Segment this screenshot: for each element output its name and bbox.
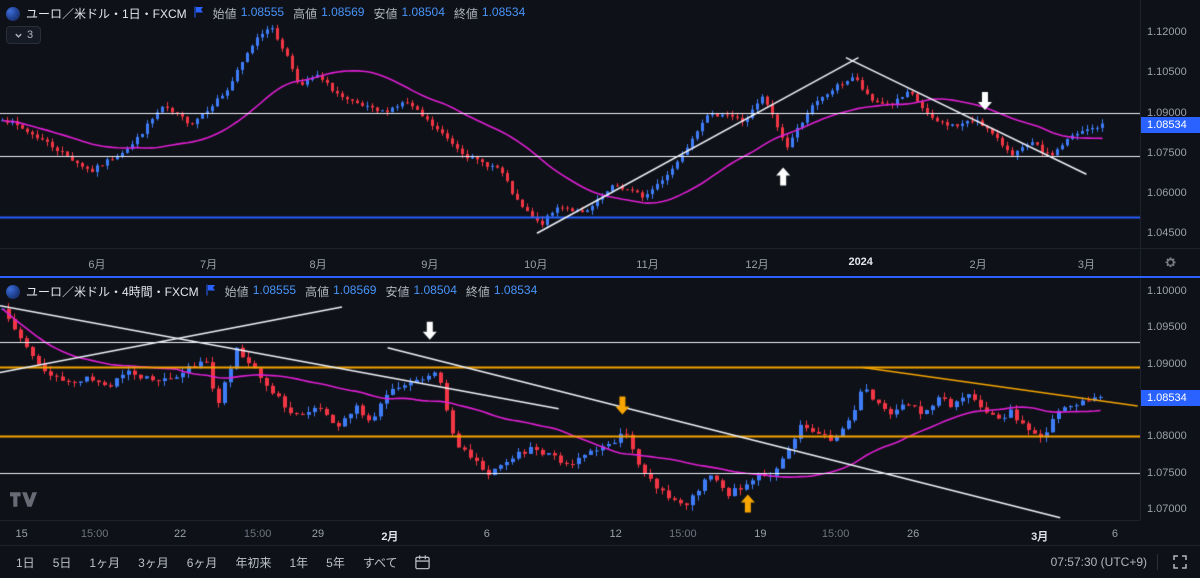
calendar-icon bbox=[414, 554, 430, 569]
last-price-tag: 1.08534 bbox=[1141, 117, 1200, 134]
close-label: 終値 bbox=[453, 7, 478, 21]
time-axis-label: 15:00 bbox=[821, 528, 850, 540]
daily-chart-pane: ユーロ／米ドル・1日・FXCM 始値 1.08555 高値 1.08569 安値 1.… bbox=[0, 0, 1200, 276]
high-label: 高値 bbox=[305, 285, 330, 299]
time-axis-label: 8月 bbox=[309, 259, 327, 271]
symbol-logo[interactable] bbox=[6, 6, 20, 21]
range-button[interactable]: 1日 bbox=[8, 550, 43, 575]
time-axis-label: 22 bbox=[173, 528, 187, 540]
daily-time-axis[interactable]: 6月 7月 8月 9月 10月 11月 12月 2024 2月 3月 bbox=[0, 248, 1140, 276]
pane-separator[interactable] bbox=[0, 276, 1200, 278]
price-axis-label: 1.09000 bbox=[1147, 357, 1187, 370]
range-button[interactable]: 1年 bbox=[281, 550, 316, 575]
indicator-count: 3 bbox=[27, 29, 34, 41]
time-axis-label: 12月 bbox=[745, 259, 769, 271]
fullscreen-icon bbox=[1173, 555, 1187, 569]
clock-button[interactable]: 07:57:30 (UTC+9) bbox=[1050, 555, 1147, 569]
range-buttons: 1日 5日 1ヶ月 3ヶ月 6ヶ月 年初来 1年 5年 すべて bbox=[8, 550, 406, 575]
time-axis-label: 26 bbox=[907, 528, 920, 540]
h4-price-axis[interactable]: 1.100001.095001.090001.085001.080001.075… bbox=[1140, 278, 1200, 520]
daily-chart-canvas[interactable] bbox=[0, 0, 1140, 248]
range-button[interactable]: 6ヶ月 bbox=[179, 550, 226, 575]
open-value: 1.08555 bbox=[240, 5, 285, 19]
price-axis-label: 1.04500 bbox=[1147, 227, 1187, 240]
time-axis-label: 15:00 bbox=[243, 528, 272, 540]
time-axis-label: 2月 bbox=[381, 531, 399, 543]
price-axis-label: 1.09500 bbox=[1147, 321, 1187, 334]
tradingview-logo[interactable] bbox=[10, 492, 37, 512]
go-to-date-button[interactable] bbox=[410, 550, 435, 575]
time-axis-label: 2024 bbox=[848, 256, 873, 268]
h4-chart-canvas[interactable] bbox=[0, 278, 1140, 520]
low-value: 1.08504 bbox=[401, 5, 445, 19]
fxcm-flag-icon bbox=[193, 6, 204, 21]
low-label: 安値 bbox=[385, 285, 410, 299]
bottom-toolbar: 1日 5日 1ヶ月 3ヶ月 6ヶ月 年初来 1年 5年 すべて 07:57:30 (UTC+9) bbox=[0, 545, 1200, 578]
time-axis-label: 11月 bbox=[636, 259, 659, 271]
range-button[interactable]: 3ヶ月 bbox=[130, 550, 177, 575]
range-button[interactable]: すべて bbox=[355, 550, 406, 575]
range-button[interactable]: 5日 bbox=[45, 550, 80, 575]
close-value: 1.08534 bbox=[493, 283, 538, 297]
time-axis-label: 15:00 bbox=[80, 528, 109, 540]
daily-chart-legend: ユーロ／米ドル・1日・FXCM 始値 1.08555 高値 1.08569 安値 1.… bbox=[6, 5, 525, 22]
time-axis-label: 9月 bbox=[421, 259, 439, 271]
price-axis-label: 1.09000 bbox=[1147, 106, 1187, 119]
time-axis-label: 3月 bbox=[1077, 259, 1095, 271]
price-axis-label: 1.12000 bbox=[1147, 26, 1187, 39]
h4-chart-legend: ユーロ／米ドル・4時間・FXCM 始値 1.08555 高値 1.08569 安値 1… bbox=[6, 283, 537, 300]
toolbar-divider bbox=[1157, 554, 1158, 570]
time-axis-label: 6 bbox=[1111, 528, 1118, 540]
time-axis-label: 15 bbox=[15, 528, 28, 540]
open-value: 1.08555 bbox=[252, 283, 297, 297]
daily-price-axis[interactable]: 1.12000 1.10500 1.09000 1.07500 1.06000 1.045… bbox=[1140, 0, 1200, 248]
high-value: 1.08569 bbox=[321, 5, 365, 19]
price-axis-label: 1.07000 bbox=[1147, 503, 1187, 516]
high-label: 高値 bbox=[293, 7, 318, 21]
open-label: 始値 bbox=[212, 7, 237, 21]
last-price-tag: 1.08534 bbox=[1141, 389, 1200, 406]
time-axis-label: 15:00 bbox=[669, 528, 697, 540]
range-button[interactable]: 1ヶ月 bbox=[81, 550, 128, 575]
gear-icon bbox=[1165, 257, 1176, 268]
high-value: 1.08569 bbox=[333, 283, 377, 297]
time-axis-label: 19 bbox=[754, 528, 767, 540]
fxcm-flag-icon bbox=[205, 284, 216, 299]
range-button[interactable]: 5年 bbox=[318, 550, 353, 575]
fullscreen-button[interactable] bbox=[1168, 550, 1192, 574]
symbol-title[interactable]: ユーロ／米ドル・4時間・FXCM bbox=[26, 285, 199, 299]
time-axis-label: 7月 bbox=[200, 259, 218, 271]
time-axis-label: 6月 bbox=[88, 259, 106, 271]
time-axis-label: 12 bbox=[609, 528, 622, 540]
price-axis-label: 1.06000 bbox=[1147, 187, 1187, 200]
time-axis-label: 6 bbox=[483, 528, 490, 540]
price-axis-label: 1.10500 bbox=[1147, 66, 1187, 79]
h4-chart-pane: ユーロ／米ドル・4時間・FXCM 始値 1.08555 高値 1.08569 安値 1… bbox=[0, 278, 1200, 545]
low-value: 1.08504 bbox=[413, 283, 457, 297]
price-axis-label: 1.07500 bbox=[1147, 466, 1187, 479]
time-axis-label: 3月 bbox=[1031, 531, 1049, 543]
indicators-collapse-pill[interactable]: 3 bbox=[6, 26, 42, 44]
h4-time-axis[interactable]: 15 15:00 22 15:00 29 2月 6 12 15:00 19 15:00 26 3月 6 bbox=[0, 520, 1140, 545]
symbol-title[interactable]: ユーロ／米ドル・1日・FXCM bbox=[26, 7, 187, 21]
time-axis-settings[interactable] bbox=[1140, 248, 1200, 276]
price-axis-label: 1.10000 bbox=[1147, 285, 1187, 298]
time-axis-label: 2月 bbox=[969, 259, 987, 271]
price-axis-label: 1.07500 bbox=[1147, 146, 1187, 159]
range-button[interactable]: 年初来 bbox=[227, 550, 279, 575]
low-label: 安値 bbox=[373, 7, 398, 21]
open-label: 始値 bbox=[224, 285, 249, 299]
symbol-logo[interactable] bbox=[6, 284, 20, 299]
chevron-down-icon bbox=[15, 33, 22, 38]
time-axis-label: 10月 bbox=[524, 259, 548, 271]
time-axis-label: 29 bbox=[311, 528, 325, 540]
close-value: 1.08534 bbox=[481, 5, 526, 19]
price-axis-label: 1.08000 bbox=[1147, 430, 1187, 443]
close-label: 終値 bbox=[465, 285, 490, 299]
